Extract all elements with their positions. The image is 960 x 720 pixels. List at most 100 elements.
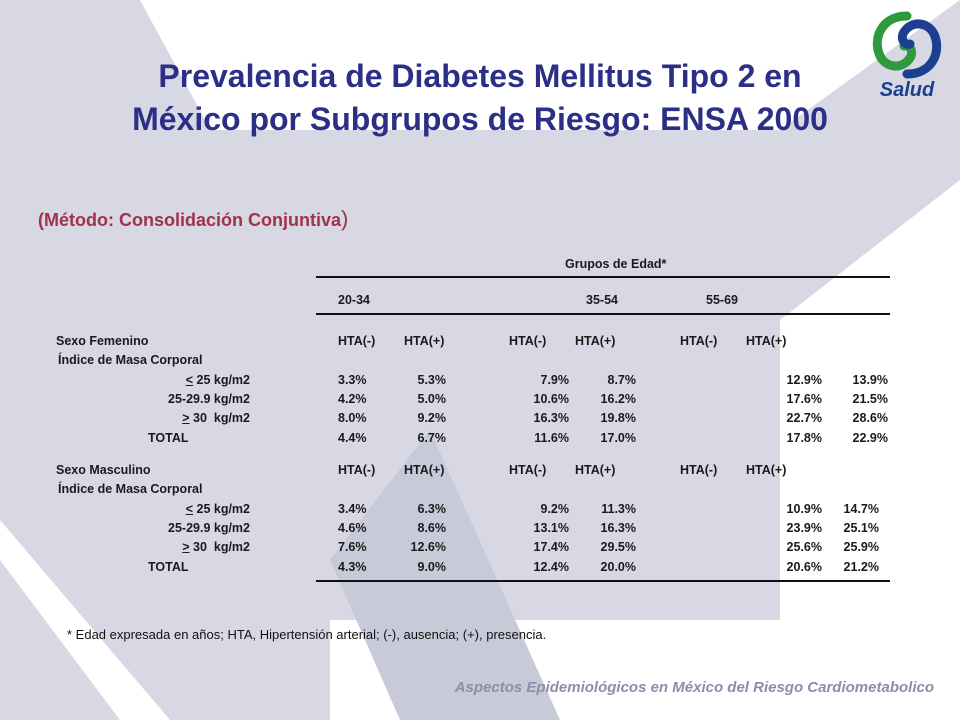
table-cell: 17.0% (600, 430, 636, 445)
hta-header: HTA(+) (575, 334, 616, 348)
hta-header: HTA(+) (746, 463, 787, 477)
hta-header: HTA(-) (338, 334, 376, 348)
table-cell: 3.3% (338, 372, 367, 387)
table-cell: 9.0% (417, 559, 447, 574)
table-cell: 28.6% (852, 411, 888, 426)
section-label: Sexo Masculino (56, 463, 151, 477)
table-cell: 8.0% (338, 411, 367, 426)
hta-header: HTA(-) (509, 334, 547, 348)
row-label-text: 25-29.9 kg/m2 (168, 520, 250, 535)
table-cell: 5.3% (417, 372, 447, 387)
table-cell: 16.2% (600, 391, 636, 406)
hta-header: HTA(+) (404, 463, 445, 477)
age-group-55-69: 55-69 (706, 293, 738, 307)
table-cell: 13.1% (533, 520, 569, 535)
table-cell: 22.9% (852, 430, 888, 445)
table-cell: 23.9% (786, 520, 822, 535)
salud-logo: Salud (862, 8, 952, 104)
table-cell: 9.2% (417, 411, 447, 426)
table-cell: 13.9% (852, 372, 888, 387)
table-cell: 22.7% (786, 411, 822, 426)
table-cell: 25.1% (843, 520, 879, 535)
row-label: > 30 kg/m2 (100, 540, 250, 555)
footnote: * Edad expresada en años; HTA, Hipertens… (67, 627, 547, 642)
row-label-text: 25-29.9 kg/m2 (168, 391, 250, 406)
age-group-20-34: 20-34 (338, 293, 370, 307)
section-sublabel: Índice de Masa Corporal (58, 353, 203, 368)
table-cell: 8.6% (417, 520, 447, 535)
row-label: 25-29.9 kg/m2 (100, 521, 250, 536)
table-cell: 20.0% (600, 559, 636, 574)
table-cell: 25.9% (843, 540, 879, 555)
row-label: > 30 kg/m2 (100, 411, 250, 426)
row-label-text: 30 kg/m2 (189, 411, 250, 426)
table-cell: 4.3% (338, 559, 367, 574)
title-line-1: Prevalencia de Diabetes Mellitus Tipo 2 … (158, 58, 802, 94)
background-right-band (780, 0, 960, 320)
row-label-symbol: > (182, 540, 190, 555)
table-cell: 12.6% (410, 540, 446, 555)
salud-logo-mark: Salud (872, 11, 942, 101)
hta-header: HTA(+) (746, 334, 787, 348)
table-cell: 6.7% (417, 430, 447, 445)
section-label: Sexo Femenino (56, 334, 149, 348)
table-cell: 21.2% (843, 559, 879, 574)
table-cell: 17.8% (786, 430, 822, 445)
background-lower-band (330, 430, 560, 720)
row-label-text: TOTAL (148, 559, 189, 574)
row-label: TOTAL (148, 431, 189, 446)
table-cell: 20.6% (786, 559, 822, 574)
age-group-35-54: 35-54 (586, 293, 618, 307)
table-cell: 17.4% (533, 540, 569, 555)
table-cell: 4.2% (338, 391, 367, 406)
table-rule-top (316, 276, 890, 278)
table-cell: 11.6% (534, 430, 569, 445)
row-label: < 25 kg/m2 (100, 502, 250, 517)
table-cell: 4.6% (338, 520, 367, 535)
row-label-symbol: < (185, 501, 194, 516)
hta-header: HTA(-) (338, 463, 376, 477)
table-cell: 12.4% (533, 559, 569, 574)
row-label: 25-29.9 kg/m2 (100, 392, 250, 407)
footer-caption: Aspectos Epidemiológicos en México del R… (454, 679, 934, 696)
background-corner (0, 560, 120, 720)
subtitle-open-paren: ( (38, 210, 44, 230)
row-label-symbol: > (182, 411, 190, 426)
table-cell: 9.2% (540, 501, 570, 516)
group-header: Grupos de Edad* (565, 257, 667, 271)
table-cell: 5.0% (417, 391, 447, 406)
row-label: < 25 kg/m2 (100, 373, 250, 388)
table-cell: 10.9% (786, 501, 822, 516)
table-cell: 6.3% (417, 501, 447, 516)
subtitle-close-paren: ) (340, 206, 349, 231)
table-cell: 12.9% (786, 372, 822, 387)
subtitle: (Método: Consolidación Conjuntiva) (38, 206, 348, 232)
table-cell: 21.5% (852, 391, 888, 406)
hta-header: HTA(-) (509, 463, 547, 477)
subtitle-text: Método: Consolidación Conjuntiva (44, 210, 341, 230)
page-title: Prevalencia de Diabetes Mellitus Tipo 2 … (0, 55, 960, 141)
table-cell: 7.6% (338, 540, 367, 555)
table-cell: 11.3% (601, 501, 636, 516)
table-rule-middle (316, 313, 890, 315)
hta-header: HTA(-) (680, 334, 718, 348)
row-label-text: TOTAL (148, 430, 189, 445)
hta-header: HTA(-) (680, 463, 718, 477)
table-cell: 14.7% (843, 501, 879, 516)
table-cell: 17.6% (786, 391, 822, 406)
hta-header: HTA(+) (404, 334, 445, 348)
row-label-text: 25 kg/m2 (193, 501, 250, 516)
table-cell: 4.4% (338, 430, 367, 445)
table-cell: 29.5% (600, 540, 636, 555)
table-cell: 8.7% (607, 372, 637, 387)
title-line-2: México por Subgrupos de Riesgo: ENSA 200… (132, 101, 828, 137)
table-rule-bottom (316, 580, 890, 582)
table-cell: 19.8% (600, 411, 636, 426)
table-cell: 25.6% (786, 540, 822, 555)
row-label-symbol: < (185, 372, 194, 387)
row-label-text: 30 kg/m2 (189, 540, 250, 555)
row-label: TOTAL (148, 560, 189, 575)
hta-header: HTA(+) (575, 463, 616, 477)
table-cell: 10.6% (533, 391, 569, 406)
